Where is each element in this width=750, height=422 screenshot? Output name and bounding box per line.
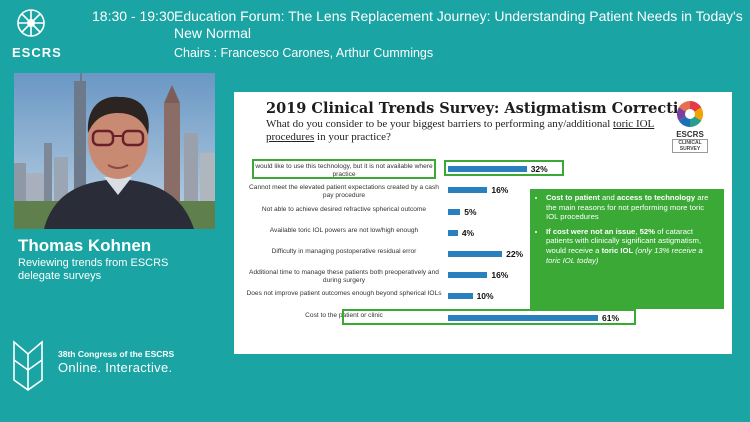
chart-value-label: 10% (476, 291, 494, 301)
chart-category-label: Available toric IOL powers are not low/h… (269, 227, 419, 234)
congress-title: 38th Congress of the ESCRS (58, 349, 175, 359)
callout-bullet-1: Cost to patient and access to technology… (546, 193, 718, 222)
highlight-box (252, 159, 436, 179)
chart-value-label: 32% (530, 164, 548, 174)
speaker-name: Thomas Kohnen (18, 236, 152, 255)
callout-text: , (635, 226, 640, 236)
chart-bar (448, 209, 461, 215)
chart-bar (448, 187, 488, 193)
callout-text: and (599, 193, 617, 202)
congress-logo-icon (13, 340, 43, 391)
slide-title: 2019 Clinical Trends Survey: Astigmatism… (266, 100, 699, 117)
congress-subtitle: Online. Interactive. (58, 360, 173, 375)
session-chairs: Chairs : Francesco Carones, Arthur Cummi… (174, 46, 434, 60)
survey-pinwheel-icon (676, 100, 704, 128)
chart-value-label: 61% (602, 313, 620, 323)
chart-value-label: 22% (506, 249, 524, 259)
survey-logo-sub: CLINICAL SURVEY (672, 139, 708, 153)
highlight-box (444, 160, 564, 176)
presentation-slide: 2019 Clinical Trends Survey: Astigmatism… (234, 92, 732, 354)
slide-question: What do you consider to be your biggest … (266, 118, 666, 144)
survey-logo-sub2: SURVEY (679, 146, 701, 152)
chart-bar (448, 315, 598, 321)
chart-category-label: Difficulty in managing postoperative res… (271, 248, 417, 255)
session-title: Education Forum: The Lens Replacement Jo… (174, 8, 743, 41)
speaker-video-frame (14, 73, 215, 229)
escrs-logo: ESCRS (12, 8, 62, 60)
callout-text: are the main reasons for not performing … (546, 193, 709, 222)
chart-bar (448, 251, 503, 257)
chart-bar (448, 230, 458, 236)
chart-value-label: 5% (464, 207, 477, 217)
chart-category-label: I would like to use this technology, but… (251, 163, 437, 178)
question-text-end: in your practice? (314, 131, 391, 143)
callout-strong: toric IOL (601, 245, 634, 255)
callout-text: of cataract patients with clinically sig… (546, 226, 702, 255)
key-findings-callout: Cost to patient and access to technology… (530, 189, 724, 309)
callout-strong: If cost were not an issue (546, 226, 636, 236)
chart-bar (448, 166, 527, 172)
chart-category-label: Additional time to manage these patients… (249, 269, 439, 284)
chart-bar (448, 293, 473, 299)
chart-category-label: Does not improve patient outcomes enough… (246, 290, 442, 297)
clinical-survey-logo: ESCRS CLINICAL SURVEY (672, 100, 708, 153)
chart-value-label: 16% (491, 185, 509, 195)
escrs-logo-text: ESCRS (12, 45, 62, 60)
callout-strong: 52% (639, 226, 655, 236)
session-time: 18:30 - 19:30 (92, 8, 175, 24)
chart-bar (448, 272, 488, 278)
chart-category-label: Cannot meet the elevated patient expecta… (249, 184, 439, 199)
callout-strong: Cost to patient (546, 193, 600, 202)
survey-logo-sub1: CLINICAL (678, 140, 702, 146)
chart-category-label: Not able to achieve desired refractive s… (261, 206, 427, 213)
callout-bullet-2: If cost were not an issue, 52% of catara… (546, 227, 718, 265)
question-text: What do you consider to be your biggest … (266, 118, 614, 130)
callout-italic: (only 13% receive a toric IOL today) (546, 245, 703, 265)
escrs-emblem-icon (17, 9, 45, 37)
highlight-box (342, 309, 636, 325)
callout-strong: access to technology (616, 193, 696, 202)
chart-value-label: 4% (461, 228, 475, 238)
speaker-subtitle: Reviewing trends from ESCRS delegate sur… (18, 257, 169, 282)
chart-value-label: 16% (491, 270, 509, 280)
question-underlined-text: toric IOL procedures (266, 118, 655, 143)
speaker-video[interactable] (14, 73, 215, 229)
survey-logo-name: ESCRS (676, 130, 704, 139)
